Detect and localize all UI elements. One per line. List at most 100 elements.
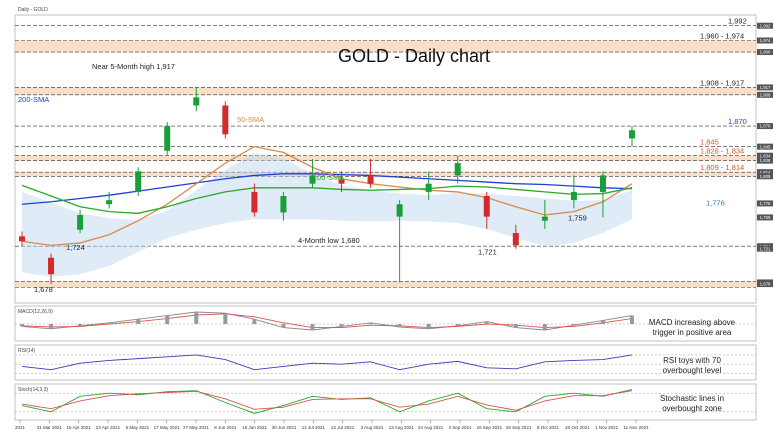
right-axis-tick: 1,992 (760, 23, 771, 28)
macd-histogram-bar (281, 324, 286, 328)
candle-body (338, 179, 345, 184)
right-axis-tick: 1,960 (760, 50, 771, 55)
rsi-panel-frame (14, 344, 757, 381)
candle-body (19, 236, 25, 242)
price-level-label: 1,908 - 1,917 (700, 78, 744, 87)
price-zone (15, 87, 756, 95)
stoch-panel-frame (14, 383, 757, 421)
annotation-near-5-month-high: Near 5-Month high 1,917 (92, 62, 175, 71)
chart-title: GOLD - Daily chart (338, 46, 490, 66)
right-axis-tick: 1,721 (760, 246, 771, 251)
annotation-200-sma: 200-SMA (18, 95, 49, 104)
price-level-label: 1,776 (706, 198, 725, 207)
macd-panel-frame (14, 305, 757, 342)
x-axis-tick-label: 2021 (15, 425, 26, 430)
macd-histogram-bar (455, 324, 460, 326)
macd-layer (15, 311, 756, 331)
candle-body (629, 130, 635, 139)
candle-body (106, 200, 113, 205)
candle-body (48, 257, 55, 275)
macd-histogram-bar (513, 324, 518, 328)
x-axis-tick-label: 22 Jul 2021 (331, 425, 355, 430)
price-level-label: 1,759 (568, 213, 587, 222)
candle-body (454, 163, 461, 176)
right-axis-tick: 1,917 (760, 85, 771, 90)
candle-body (251, 191, 258, 213)
series-line-rsi (21, 354, 633, 371)
candle-body (367, 175, 374, 184)
right-axis-tick: 1,678 (760, 282, 771, 287)
candle-body (483, 196, 490, 217)
candle-body (425, 183, 432, 192)
candle-body (164, 126, 171, 151)
series-line-k (21, 389, 633, 414)
candle-body (512, 233, 519, 246)
stoch-annotation-line1: Stochastic lines in (660, 394, 724, 403)
candle-body (222, 105, 229, 135)
right-axis-tag (757, 37, 773, 44)
right-axis-tick: 1,814 (760, 170, 771, 175)
stochastic-layer (15, 389, 756, 414)
rsi-header: RSI(14) (18, 348, 36, 354)
candle-body (135, 171, 142, 192)
rsi-annotation-line2: overbought level (663, 366, 722, 375)
stoch-header: Stoch(14,3,3) (18, 387, 48, 393)
right-axis-tick: 1,908 (760, 92, 771, 97)
rsi-layer (15, 354, 756, 374)
macd-histogram-bar (310, 324, 315, 330)
x-axis-tick-label: 8 Jun 2021 (214, 425, 237, 430)
right-axis-tag (757, 123, 773, 130)
right-axis-tag (757, 22, 773, 29)
candle-body (599, 175, 606, 192)
macd-histogram-bar (397, 324, 402, 327)
macd-histogram-bar (571, 324, 576, 326)
right-axis-tick: 1,776 (760, 201, 771, 206)
candle-body (570, 191, 577, 201)
right-axis-tag (757, 157, 773, 164)
ichimoku-cloud (22, 153, 632, 277)
x-axis-tick-label: 15 Apr 2021 (67, 425, 92, 430)
macd-histogram-bar (165, 315, 170, 324)
macd-histogram-bar (49, 324, 54, 329)
price-zone (15, 172, 756, 177)
price-level-label: 1,960 - 1,974 (700, 32, 744, 41)
right-axis-tag (757, 169, 773, 176)
candle-body (280, 196, 287, 213)
rsi-annotation-line1: RSI toys with 70 (663, 356, 721, 365)
right-axis-tag (757, 84, 773, 91)
price-zone (15, 40, 756, 53)
x-axis-tick-label: 30 Jun 2021 (272, 425, 297, 430)
macd-histogram-bar (426, 324, 431, 329)
x-axis-tick-label: 11 Nov 2021 (623, 425, 649, 430)
macd-histogram-bar (542, 324, 547, 330)
right-axis-tag (757, 281, 773, 288)
candlesticks-layer (19, 87, 635, 285)
ichimoku-cloud-layer (22, 153, 632, 277)
right-axis-tag (757, 214, 773, 221)
candle-body (193, 97, 200, 106)
level-labels-layer: 1,992 1,960 - 1,974 1,908 - 1,917 1,870 1,84… (34, 17, 747, 294)
right-axis-tag (757, 49, 773, 56)
price-level-label: 1,721 (478, 248, 497, 257)
series-line-signal (21, 313, 633, 329)
candle-body (77, 214, 84, 230)
x-axis-tick-label: 20 Oct 2021 (565, 425, 590, 430)
price-level-label: 1,845 (700, 138, 719, 147)
macd-header: MACD(12,26,9) (18, 309, 53, 315)
right-axis-tag (757, 143, 773, 150)
x-axis-tick-label: 13 Aug 2021 (389, 425, 415, 430)
macd-histogram-bar (136, 319, 141, 324)
price-zone (15, 281, 756, 288)
macd-histogram-bar (223, 313, 228, 324)
stoch-annotation-line2: overbought zone (662, 404, 722, 413)
price-level-label: 1,992 (728, 17, 747, 26)
macd-histogram-bar (107, 322, 112, 324)
right-axis-tick: 1,845 (760, 144, 771, 149)
x-axis-tick-label: 28 Sep 2021 (506, 425, 532, 430)
sma-line-50-sma (21, 145, 633, 247)
price-zones-layer (15, 25, 756, 288)
x-axis-tick-label: 1 Nov 2021 (595, 425, 619, 430)
price-level-label: 1,678 (34, 285, 53, 294)
price-level-label: 1,809 - 1,814 (700, 163, 744, 172)
moving-averages-layer (21, 145, 633, 247)
